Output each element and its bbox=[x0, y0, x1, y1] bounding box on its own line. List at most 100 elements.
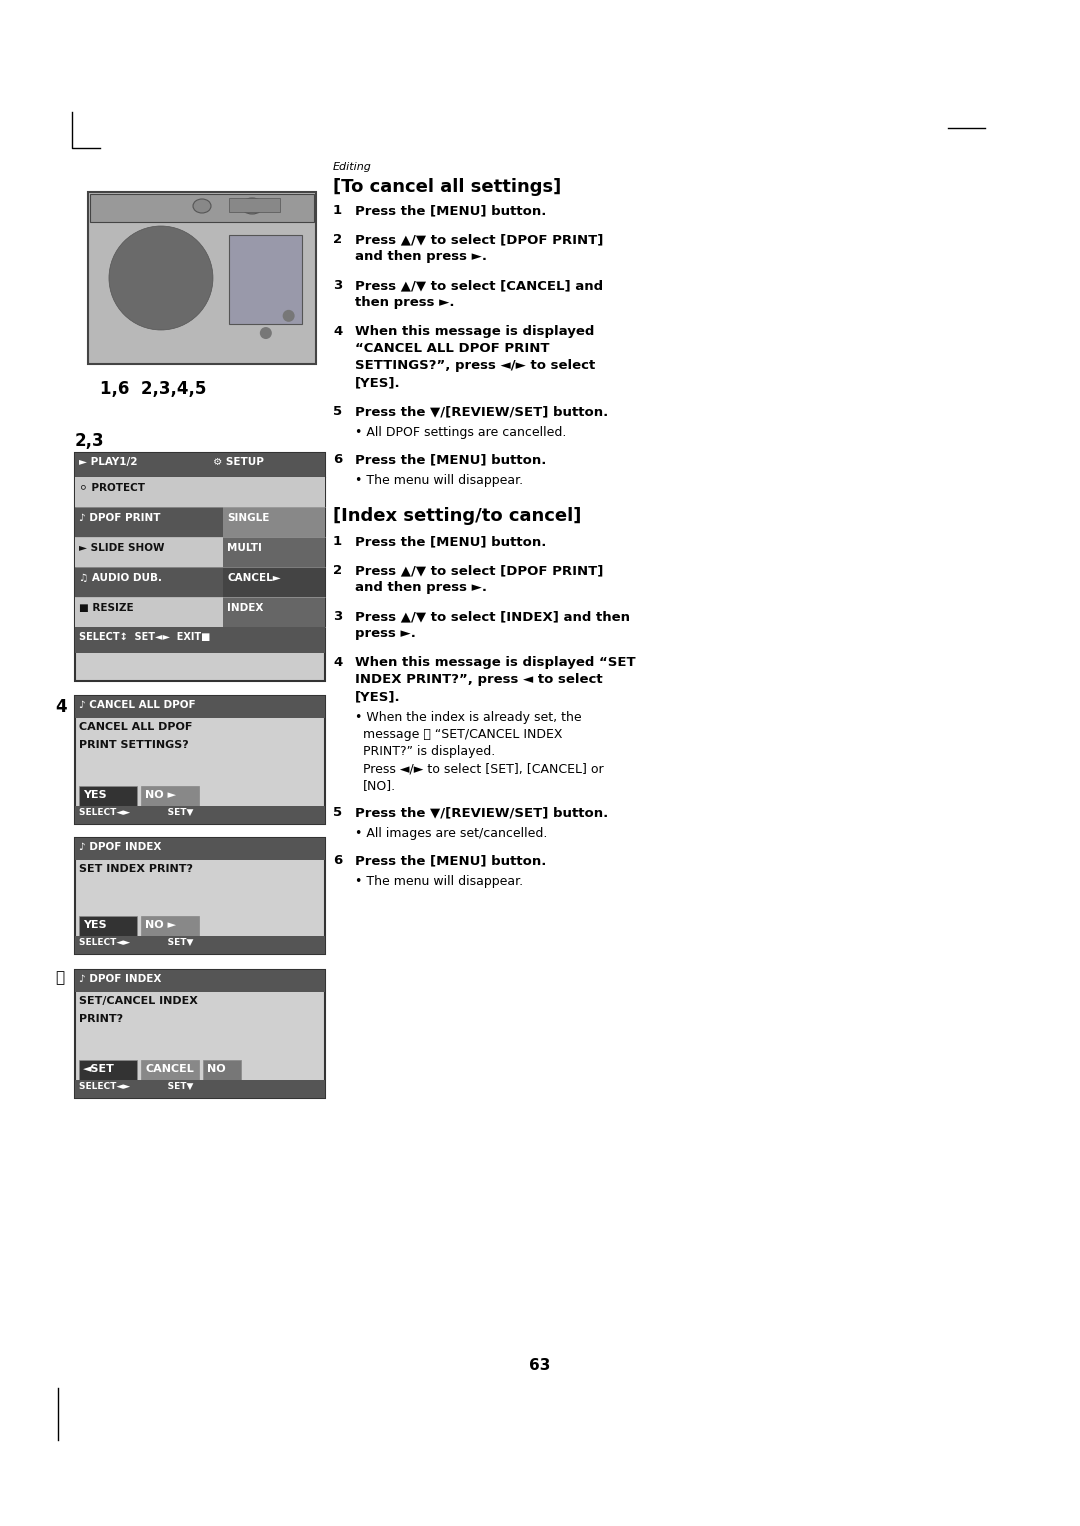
Text: MULTI: MULTI bbox=[227, 543, 261, 552]
Text: SELECT↕  SET◄►  EXIT■: SELECT↕ SET◄► EXIT■ bbox=[79, 632, 211, 642]
Bar bbox=[79, 916, 137, 938]
Text: press ►.: press ►. bbox=[355, 627, 416, 639]
Text: [YES].: [YES]. bbox=[355, 690, 401, 703]
Text: 4: 4 bbox=[333, 325, 342, 337]
Bar bbox=[87, 192, 316, 365]
Text: ♪ CANCEL ALL DPOF: ♪ CANCEL ALL DPOF bbox=[79, 700, 195, 710]
Text: SELECT◄►            SET▼: SELECT◄► SET▼ bbox=[79, 807, 193, 816]
Text: When this message is displayed “SET: When this message is displayed “SET bbox=[355, 656, 636, 668]
Text: 63: 63 bbox=[529, 1358, 551, 1373]
Text: CANCEL: CANCEL bbox=[145, 1064, 193, 1074]
Text: 4: 4 bbox=[55, 697, 67, 716]
Text: [Index setting/to cancel]: [Index setting/to cancel] bbox=[333, 507, 581, 525]
Text: • All images are set/cancelled.: • All images are set/cancelled. bbox=[355, 827, 548, 839]
Ellipse shape bbox=[193, 198, 211, 214]
Text: YES: YES bbox=[83, 790, 107, 800]
Text: 2,3: 2,3 bbox=[75, 432, 105, 450]
Text: SET INDEX PRINT?: SET INDEX PRINT? bbox=[79, 864, 193, 874]
Bar bbox=[75, 507, 222, 537]
Text: ⚙ SETUP: ⚙ SETUP bbox=[213, 456, 264, 467]
Text: PRINT SETTINGS?: PRINT SETTINGS? bbox=[79, 740, 189, 749]
Text: Press ◄/► to select [SET], [CANCEL] or: Press ◄/► to select [SET], [CANCEL] or bbox=[363, 761, 604, 775]
Text: • All DPOF settings are cancelled.: • All DPOF settings are cancelled. bbox=[355, 426, 566, 439]
Bar bbox=[222, 478, 325, 507]
Text: 2: 2 bbox=[333, 233, 342, 246]
Bar bbox=[79, 786, 137, 807]
Text: Ⓐ: Ⓐ bbox=[55, 971, 64, 984]
Bar bbox=[90, 194, 314, 221]
Text: 1,6  2,3,4,5: 1,6 2,3,4,5 bbox=[100, 380, 206, 398]
Text: SINGLE: SINGLE bbox=[227, 513, 269, 523]
Bar bbox=[75, 935, 325, 954]
Text: ♪ DPOF PRINT: ♪ DPOF PRINT bbox=[79, 513, 161, 523]
Text: 6: 6 bbox=[333, 855, 342, 867]
Text: 1: 1 bbox=[333, 204, 342, 217]
Bar bbox=[141, 916, 199, 938]
Bar bbox=[75, 453, 325, 478]
Text: message Ⓐ “SET/CANCEL INDEX: message Ⓐ “SET/CANCEL INDEX bbox=[363, 728, 563, 742]
Bar bbox=[229, 235, 302, 325]
Text: Editing: Editing bbox=[333, 162, 372, 172]
Text: YES: YES bbox=[83, 920, 107, 929]
Bar bbox=[75, 696, 325, 719]
Bar bbox=[229, 198, 280, 212]
Bar bbox=[75, 627, 325, 653]
Circle shape bbox=[117, 233, 205, 322]
Text: • The menu will disappear.: • The menu will disappear. bbox=[355, 874, 523, 888]
Text: CANCEL ALL DPOF: CANCEL ALL DPOF bbox=[79, 722, 192, 732]
Text: Press the ▼/[REVIEW/SET] button.: Press the ▼/[REVIEW/SET] button. bbox=[355, 404, 608, 418]
Circle shape bbox=[260, 327, 272, 339]
Text: Press the [MENU] button.: Press the [MENU] button. bbox=[355, 536, 546, 548]
Bar bbox=[75, 838, 325, 954]
Bar bbox=[75, 537, 222, 568]
Text: ⚪ PROTECT: ⚪ PROTECT bbox=[79, 484, 145, 493]
Text: ♫ AUDIO DUB.: ♫ AUDIO DUB. bbox=[79, 572, 162, 583]
Circle shape bbox=[283, 310, 295, 322]
Bar bbox=[222, 597, 325, 627]
Text: ► PLAY1/2: ► PLAY1/2 bbox=[79, 456, 137, 467]
Text: 5: 5 bbox=[333, 806, 342, 819]
Text: ◄SET: ◄SET bbox=[83, 1064, 114, 1074]
Bar bbox=[75, 971, 325, 1099]
Text: Press the [MENU] button.: Press the [MENU] button. bbox=[355, 453, 546, 465]
Text: 5: 5 bbox=[333, 404, 342, 418]
Bar bbox=[75, 478, 222, 507]
Text: Press ▲/▼ to select [DPOF PRINT]: Press ▲/▼ to select [DPOF PRINT] bbox=[355, 233, 604, 246]
Text: PRINT?: PRINT? bbox=[79, 1013, 123, 1024]
Text: and then press ►.: and then press ►. bbox=[355, 581, 487, 594]
Text: [YES].: [YES]. bbox=[355, 375, 401, 389]
Text: Press the ▼/[REVIEW/SET] button.: Press the ▼/[REVIEW/SET] button. bbox=[355, 806, 608, 819]
Text: 3: 3 bbox=[333, 279, 342, 291]
Circle shape bbox=[147, 264, 175, 291]
Text: 2: 2 bbox=[333, 565, 342, 577]
Text: “CANCEL ALL DPOF PRINT: “CANCEL ALL DPOF PRINT bbox=[355, 342, 550, 356]
Text: PRINT?” is displayed.: PRINT?” is displayed. bbox=[363, 745, 496, 758]
Bar bbox=[222, 568, 325, 597]
Text: NO: NO bbox=[207, 1064, 226, 1074]
Text: [NO].: [NO]. bbox=[363, 778, 396, 792]
Text: Press the [MENU] button.: Press the [MENU] button. bbox=[355, 855, 546, 867]
Text: ♪ DPOF INDEX: ♪ DPOF INDEX bbox=[79, 974, 161, 984]
Text: SELECT◄►            SET▼: SELECT◄► SET▼ bbox=[79, 1082, 193, 1091]
Text: SELECT◄►            SET▼: SELECT◄► SET▼ bbox=[79, 938, 193, 948]
Text: 6: 6 bbox=[333, 453, 342, 465]
Text: • When the index is already set, the: • When the index is already set, the bbox=[355, 711, 582, 723]
Bar bbox=[75, 597, 222, 627]
Bar bbox=[75, 696, 325, 824]
Text: ► SLIDE SHOW: ► SLIDE SHOW bbox=[79, 543, 164, 552]
Text: • The menu will disappear.: • The menu will disappear. bbox=[355, 475, 523, 487]
Text: 4: 4 bbox=[333, 656, 342, 668]
Text: and then press ►.: and then press ►. bbox=[355, 250, 487, 262]
Bar bbox=[79, 1061, 137, 1082]
Ellipse shape bbox=[241, 198, 264, 214]
Text: NO ►: NO ► bbox=[145, 920, 176, 929]
Text: [To cancel all settings]: [To cancel all settings] bbox=[333, 179, 562, 195]
Bar bbox=[75, 1080, 325, 1099]
Text: SET/CANCEL INDEX: SET/CANCEL INDEX bbox=[79, 996, 198, 1006]
Text: INDEX PRINT?”, press ◄ to select: INDEX PRINT?”, press ◄ to select bbox=[355, 673, 603, 687]
Text: ■ RESIZE: ■ RESIZE bbox=[79, 603, 134, 613]
Text: 1: 1 bbox=[333, 536, 342, 548]
Text: INDEX: INDEX bbox=[227, 603, 264, 613]
Text: ♪ DPOF INDEX: ♪ DPOF INDEX bbox=[79, 842, 161, 852]
Text: 3: 3 bbox=[333, 610, 342, 623]
